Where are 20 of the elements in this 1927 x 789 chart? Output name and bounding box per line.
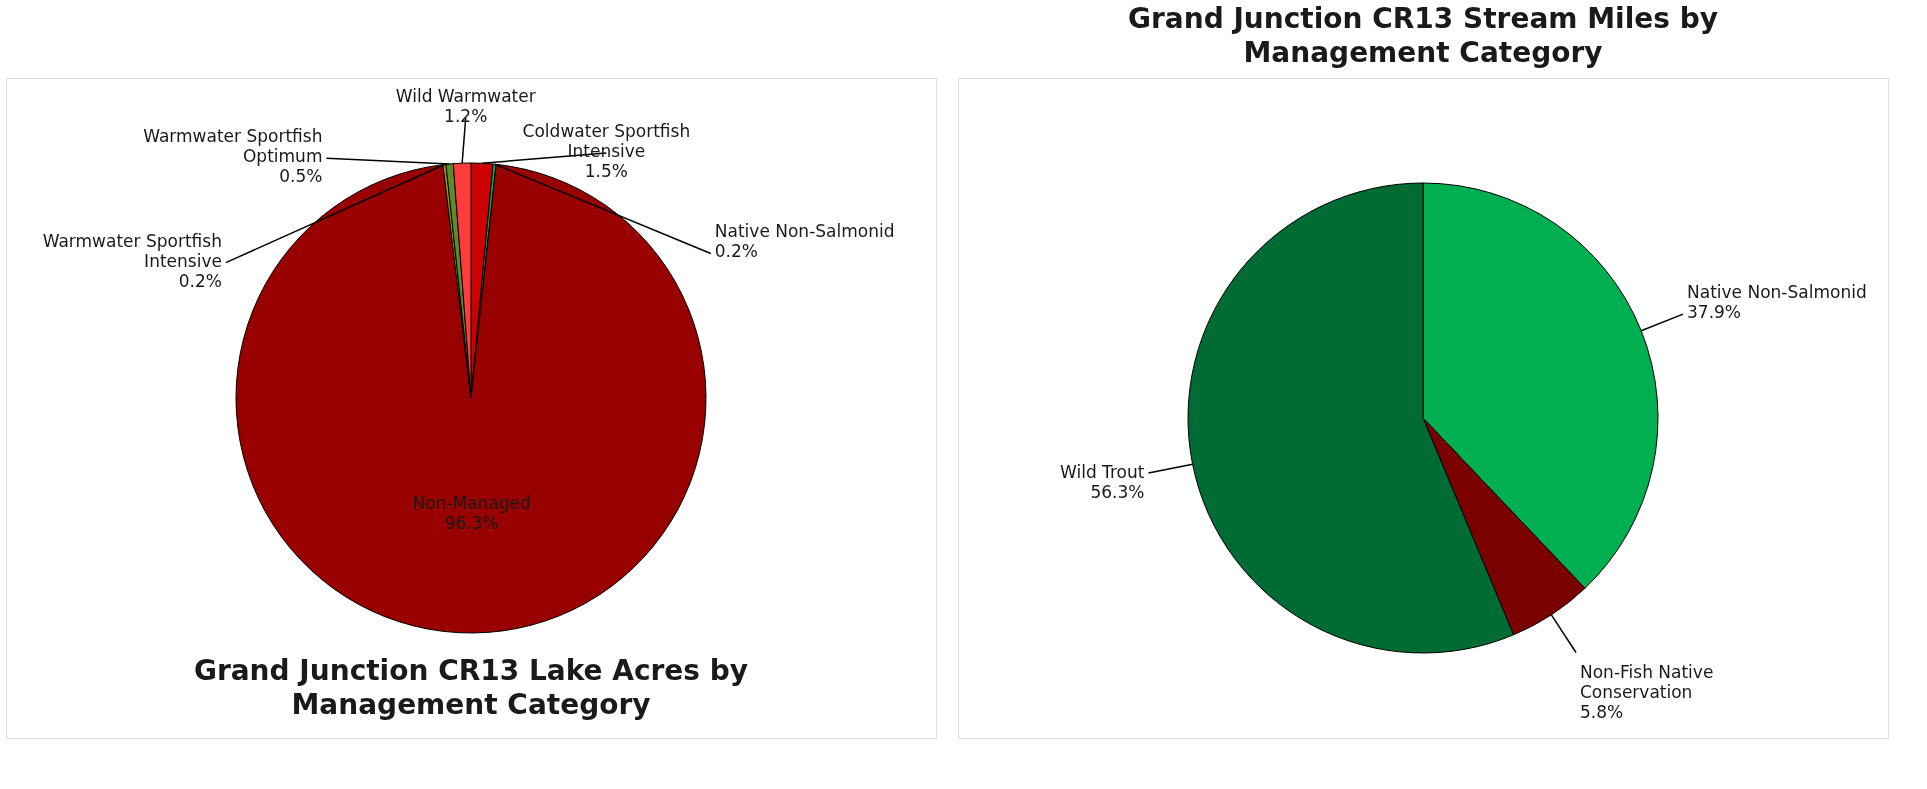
slice-label: Wild Trout bbox=[1060, 462, 1145, 483]
slice-label: Warmwater Sportfish Intensive bbox=[42, 230, 222, 271]
chart-title: Grand Junction CR13 Stream Miles by Management Category bbox=[1128, 2, 1718, 69]
slice-label: Native Non-Salmonid bbox=[1687, 282, 1867, 303]
data-label: 1.2% bbox=[444, 106, 488, 127]
slice-label: Wild Warmwater bbox=[395, 86, 536, 107]
data-label: 0.2% bbox=[714, 241, 759, 262]
data-label: 0.2% bbox=[178, 270, 222, 291]
slice-label: Non-Fish Native Conservation bbox=[1579, 661, 1714, 702]
slice-label: Native Non-Salmonid bbox=[714, 221, 895, 242]
text: Grand Junction CR13 Lake Acres by Management Category bbox=[193, 654, 749, 721]
data-label: 96.3% bbox=[444, 512, 499, 533]
data-label: 5.8% bbox=[1579, 701, 1624, 722]
data-label: 0.5% bbox=[279, 166, 323, 187]
data-label: 1.5% bbox=[584, 160, 628, 181]
slice-label: Coldwater Sportfish Intensive bbox=[522, 120, 691, 161]
data-label: 56.3% bbox=[1090, 482, 1145, 503]
slice-label: Non-Managed bbox=[412, 492, 531, 513]
data-label: 37.9% bbox=[1687, 302, 1742, 323]
slice-label: Warmwater Sportfish Optimum bbox=[143, 126, 323, 167]
